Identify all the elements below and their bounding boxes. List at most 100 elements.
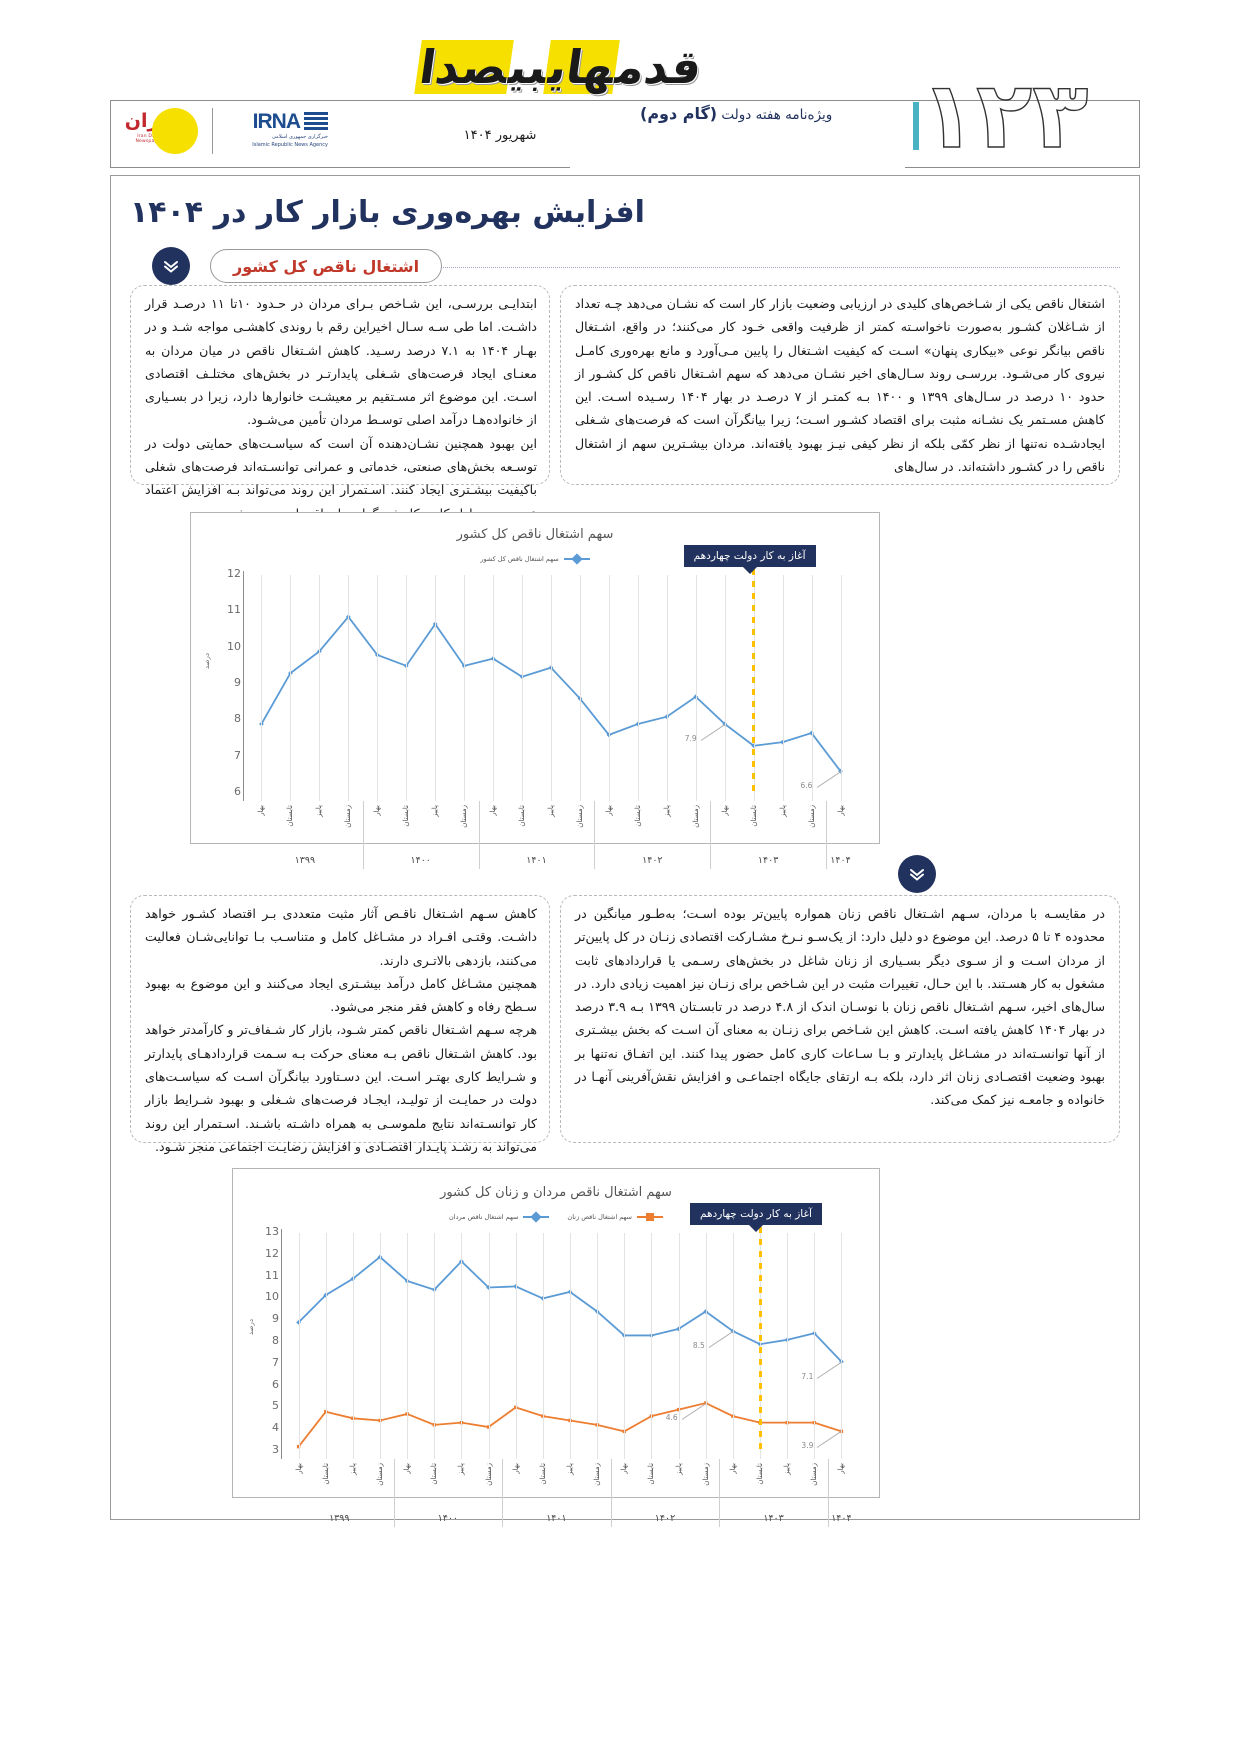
yellow-dot-graphic xyxy=(152,108,198,154)
year-group-label: ۱۴۰۱ xyxy=(526,855,547,866)
x-tick-label: بهار xyxy=(620,1463,629,1474)
chart1-legend-item-0: سهم اشتغال ناقص کل کشور xyxy=(480,553,590,565)
chart-card-total: سهم اشتغال ناقص کل کشور سهم اشتغال ناقص … xyxy=(190,512,880,869)
grid-line xyxy=(570,1233,571,1459)
x-tick-label: تابستان xyxy=(518,805,527,827)
grid-line xyxy=(666,575,668,801)
data-point-label: 3.9 xyxy=(801,1441,814,1451)
y-tick-label: 5 xyxy=(272,1399,279,1413)
y-tick-label: 7 xyxy=(272,1355,279,1369)
year-group-label: ۱۴۰۰ xyxy=(437,1513,459,1524)
year-separator xyxy=(610,1459,612,1527)
content-frame xyxy=(110,175,1140,1520)
irna-subtitle: خبرگزاری جمهوری اسلامی Islamic Republic … xyxy=(252,134,328,148)
grid-line xyxy=(325,1233,327,1459)
year-group-label: ۱۳۹۹ xyxy=(329,1513,350,1524)
year-separator xyxy=(478,801,480,869)
y-tick-label: 4 xyxy=(272,1421,279,1435)
annotation-flag: آغاز به کار دولت چهاردهم xyxy=(683,545,816,574)
grid-line xyxy=(298,1233,300,1459)
data-point-label: 8.5 xyxy=(692,1341,705,1351)
x-tick-label: بهار xyxy=(489,805,498,816)
year-group-label: ۱۴۰۱ xyxy=(546,1513,567,1524)
grid-line xyxy=(579,575,581,801)
year-separator xyxy=(362,801,364,869)
x-tick-label: زمستان xyxy=(593,1463,602,1486)
grid-line xyxy=(637,575,639,801)
chart1-y-axis-label: درصد xyxy=(203,653,211,670)
year-group-label: ۱۴۰۴ xyxy=(830,855,851,866)
grid-line xyxy=(705,1233,707,1459)
year-separator xyxy=(393,1459,395,1527)
irna-bars-icon xyxy=(304,112,328,130)
x-tick-label: زمستان xyxy=(484,1463,493,1486)
publication-wordmark: قدمهایبیصدا xyxy=(414,28,705,106)
grid-line xyxy=(261,575,263,801)
x-tick-label: تابستان xyxy=(286,805,295,827)
page-title: افزایش بهره‌وری بازار کار در ۱۴۰۴ xyxy=(130,195,645,230)
x-tick-label: تابستان xyxy=(633,805,642,827)
x-tick-label: زمستان xyxy=(344,805,353,828)
x-tick-label: زمستان xyxy=(701,1463,710,1486)
y-axis-line xyxy=(281,1229,282,1459)
block2-left-box xyxy=(130,895,550,1143)
masthead: قدمهایبیصدا ایران Iran Daily Newspaper I… xyxy=(0,0,1250,175)
year-group-label: ۱۴۰۲ xyxy=(642,855,663,866)
year-separator xyxy=(502,1459,504,1527)
year-separator xyxy=(827,1459,829,1527)
y-tick-label: 7 xyxy=(234,748,241,762)
x-tick-label: تابستان xyxy=(756,1463,764,1485)
masthead-left-box xyxy=(110,100,570,168)
y-tick-label: 11 xyxy=(265,1268,279,1282)
x-tick-label: بهار xyxy=(373,805,382,816)
chart2-title: سهم اشتغال ناقص مردان و زنان کل کشور xyxy=(440,1185,672,1200)
grid-line xyxy=(380,1233,381,1459)
x-tick-label: تابستان xyxy=(430,1463,439,1485)
grid-line xyxy=(608,575,610,801)
grid-line xyxy=(434,1233,436,1459)
y-tick-label: 12 xyxy=(265,1246,279,1260)
grid-line xyxy=(522,575,524,801)
data-point xyxy=(548,665,554,671)
x-tick-label: زمستان xyxy=(575,805,584,828)
grid-line xyxy=(435,575,437,801)
x-tick-label: زمستان xyxy=(376,1463,384,1486)
chart2-legend-swatch-0 xyxy=(523,1211,550,1223)
block1-left-box xyxy=(130,285,550,485)
x-tick-label: بهار xyxy=(604,805,613,816)
y-tick-label: 6 xyxy=(234,785,241,798)
iran-logo-en: Iran Daily Newspaper xyxy=(135,134,163,144)
chart1-title: سهم اشتغال ناقص کل کشور xyxy=(456,527,614,542)
grid-line xyxy=(840,575,842,801)
block2-right-text: در مقایسـه با مردان، سـهم اشـتغال ناقص ز… xyxy=(575,906,1106,1108)
x-tick-label: پاییز xyxy=(662,805,671,818)
annotation-flag-tail xyxy=(748,1225,763,1232)
x-tick-label: بهار xyxy=(720,805,729,816)
year-separator xyxy=(594,801,596,869)
grid-line xyxy=(787,1233,789,1459)
x-tick-label: بهار xyxy=(257,805,266,816)
section-badge: اشتغال ناقص کل کشور xyxy=(210,249,443,283)
annotation-flag: آغاز به کار دولت چهاردهم xyxy=(690,1203,822,1232)
wordmark-part-1: قدم xyxy=(612,40,706,94)
chevron-down-icon xyxy=(152,247,190,285)
grid-line xyxy=(319,575,321,801)
annotation-line xyxy=(752,569,756,797)
x-tick-label: بهار xyxy=(728,1463,737,1474)
data-point-label: 4.6 xyxy=(665,1413,678,1423)
x-tick-label: زمستان xyxy=(807,805,816,828)
grid-line xyxy=(551,575,552,801)
wordmark-part-4: صدا xyxy=(414,40,514,94)
issue-caption-bold: (گام دوم) xyxy=(640,104,718,123)
year-group-label: ۱۴۰۳ xyxy=(757,855,779,866)
x-tick-label: بهار xyxy=(403,1463,412,1474)
grid-line xyxy=(515,1233,517,1459)
issue-caption-prefix: ویژه‌نامه هفته دولت xyxy=(721,107,833,123)
x-tick-label: پاییز xyxy=(348,1463,357,1476)
block2-right-box xyxy=(560,895,1120,1143)
grid-line xyxy=(290,575,292,801)
x-tick-label: بهار xyxy=(294,1463,303,1474)
grid-line xyxy=(724,575,726,801)
year-separator xyxy=(719,1459,721,1527)
